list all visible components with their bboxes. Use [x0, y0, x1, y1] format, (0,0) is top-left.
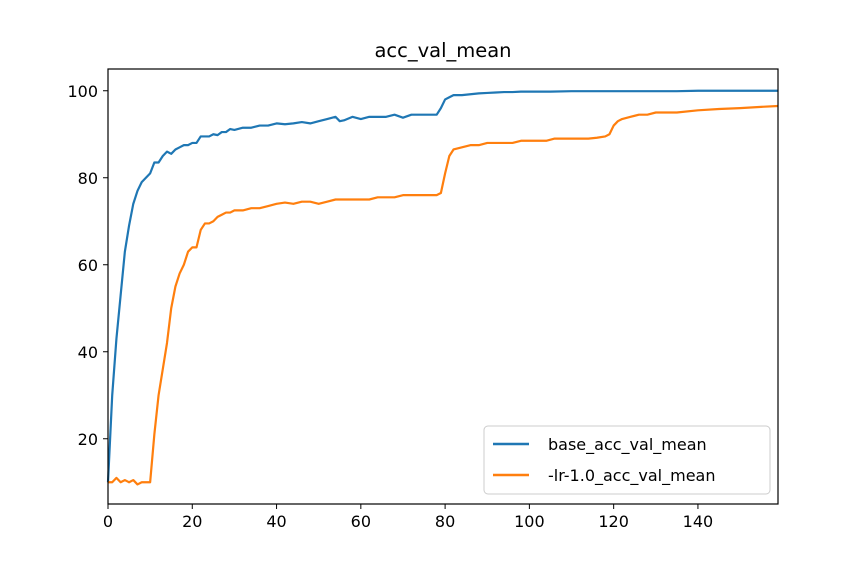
x-tick-label: 100: [514, 512, 545, 531]
y-tick-label: 100: [67, 82, 98, 101]
y-tick-label: 80: [78, 169, 98, 188]
x-tick-label: 20: [182, 512, 202, 531]
y-tick-label: 40: [78, 343, 98, 362]
legend: base_acc_val_mean -lr-1.0_acc_val_mean: [483, 425, 771, 495]
series-line-1: [108, 104, 779, 486]
series-line-0: [106, 89, 778, 483]
y-axis: 20 40 60 80 100: [67, 82, 108, 449]
legend-label-base: base_acc_val_mean: [548, 435, 707, 455]
chart-title: acc_val_mean: [374, 39, 511, 62]
x-tick-label: 140: [683, 512, 714, 531]
series-layer: [106, 89, 779, 486]
x-tick-label: 60: [351, 512, 371, 531]
x-axis: 0 20 40 60 80 100 120 140: [103, 504, 713, 531]
x-tick-label: 120: [598, 512, 629, 531]
plot-area-frame: [107, 68, 779, 505]
x-tick-label: 0: [103, 512, 113, 531]
legend-box: [483, 425, 771, 495]
x-tick-label: 80: [435, 512, 455, 531]
y-tick-label: 20: [78, 430, 98, 449]
legend-label-lr: -lr-1.0_acc_val_mean: [548, 466, 715, 486]
x-tick-label: 40: [266, 512, 286, 531]
y-tick-label: 60: [78, 256, 98, 275]
